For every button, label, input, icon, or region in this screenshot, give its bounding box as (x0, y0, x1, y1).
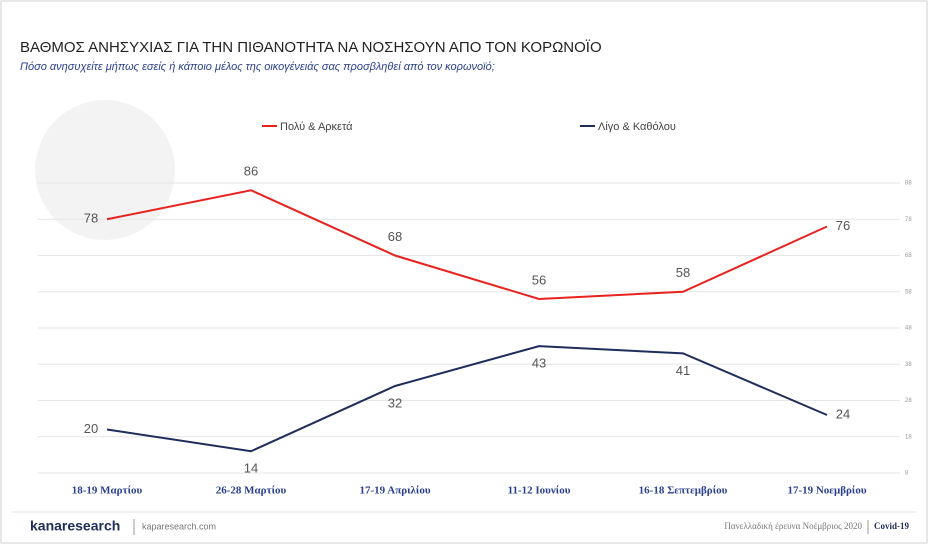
data-label: 86 (244, 164, 258, 179)
data-label: 32 (388, 395, 402, 410)
x-tick-label: 16-18 Σεπτεμβρίου (639, 485, 728, 497)
x-tick-label: 11-12 Ιουνίου (508, 485, 571, 497)
y-tick-label: 78 (905, 217, 912, 223)
x-tick-label: 17-19 Νοεμβρίου (787, 485, 866, 497)
data-label: 14 (244, 461, 258, 476)
footer-logo: kanaresearch (30, 518, 120, 534)
footer-tag: Covid-19 (874, 521, 910, 531)
series-line (106, 189, 828, 301)
data-label: 68 (388, 229, 402, 244)
x-tick-label: 26-28 Μαρτίου (216, 485, 287, 497)
x-tick-label: 18-19 Μαρτίου (72, 485, 143, 497)
data-label: 78 (84, 211, 98, 226)
data-label: 41 (676, 363, 690, 378)
y-tick-label: 18 (905, 434, 912, 440)
y-tick-label: 68 (905, 253, 912, 259)
virus-decoration (35, 100, 175, 240)
data-label: 76 (836, 218, 850, 233)
data-label: 56 (532, 272, 546, 287)
y-tick-label: 28 (905, 398, 912, 404)
chart-title: ΒΑΘΜΟΣ ΑΝΗΣΥΧΙΑΣ ΓΙΑ ΤΗΝ ΠΙΘΑΝΟΤΗΤΑ ΝΑ Ν… (20, 39, 602, 56)
y-tick-label: 48 (905, 326, 912, 332)
footer-site: kaparesearch.com (142, 521, 216, 531)
data-label: 43 (532, 356, 546, 371)
x-tick-label: 17-19 Απριλίου (359, 485, 430, 497)
y-tick-label: 8 (905, 471, 909, 477)
data-label: 24 (836, 406, 850, 421)
y-tick-label: 88 (905, 181, 912, 187)
data-label: 58 (676, 265, 690, 280)
y-tick-label: 38 (905, 362, 912, 368)
legend-label: Πολύ & Αρκετά (280, 121, 353, 133)
chart-subtitle: Πόσο ανησυχείτε μήπως εσείς ή κάποιο μέλ… (20, 61, 495, 73)
legend-label: Λίγο & Καθόλου (598, 121, 676, 133)
y-tick-label: 58 (905, 289, 912, 295)
footer-survey: Πανελλαδική έρευνα Νοέμβριος 2020 (724, 521, 862, 531)
data-label: 20 (84, 421, 98, 436)
series-line (106, 345, 828, 453)
